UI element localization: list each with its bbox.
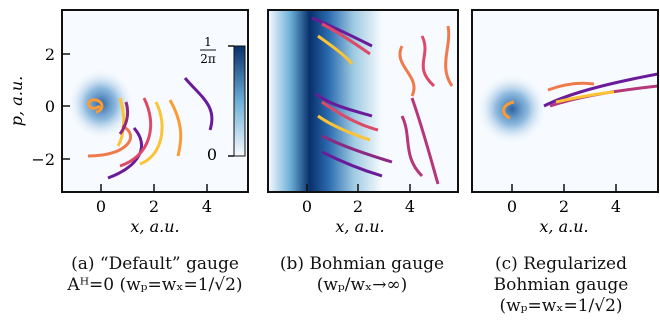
caption-line: (a) “Default” gauge: [40, 254, 270, 275]
y-tick-label: −2: [31, 150, 55, 169]
x-axis-label: x, a.u.: [130, 217, 179, 236]
caption-b: (b) Bohmian gauge (wₚ/wₓ→∞): [258, 254, 466, 296]
x-tick-label: 4: [202, 197, 212, 216]
x-axis-label: x, a.u.: [539, 217, 588, 236]
x-tick-label: 4: [405, 197, 415, 216]
caption-c: (c) Regularized Bohmian gauge (wₚ=wₓ=1/√…: [466, 254, 656, 317]
x-tick-label: 0: [302, 197, 312, 216]
panel-c: 0 2 4 x, a.u.: [464, 6, 660, 236]
x-tick-label: 2: [353, 197, 363, 216]
x-axis-label: x, a.u.: [335, 217, 384, 236]
y-axis-label: p, a.u.: [7, 76, 26, 126]
x-tick-label: 2: [149, 197, 159, 216]
x-tick-label: 0: [507, 197, 517, 216]
caption-line: (c) Regularized: [466, 254, 656, 275]
panel-a: 1 2π 0 0 2 4 2 0 −2 x, a.u. p, a.u.: [0, 6, 250, 236]
colorbar-top-den: 2π: [200, 52, 216, 66]
x-tick-label: 2: [559, 197, 569, 216]
caption-line: Bohmian gauge: [466, 275, 656, 296]
x-tick-label: 4: [611, 197, 621, 216]
caption-line: (wₚ=wₓ=1/√2): [466, 296, 656, 317]
y-tick-label: 0: [45, 97, 55, 116]
colorbar-top-num: 1: [204, 35, 212, 49]
caption-line: (wₚ/wₓ→∞): [258, 275, 466, 296]
caption-line: Aᴴ=0 (wₚ=wₓ=1/√2): [40, 275, 270, 296]
caption-line: (b) Bohmian gauge: [258, 254, 466, 275]
x-tick-label: 0: [96, 197, 106, 216]
y-tick-label: 2: [45, 45, 55, 64]
panel-b: 0 2 4 x, a.u.: [262, 6, 462, 236]
colorbar-bottom-label: 0: [207, 145, 217, 164]
caption-a: (a) “Default” gauge Aᴴ=0 (wₚ=wₓ=1/√2): [40, 254, 270, 296]
